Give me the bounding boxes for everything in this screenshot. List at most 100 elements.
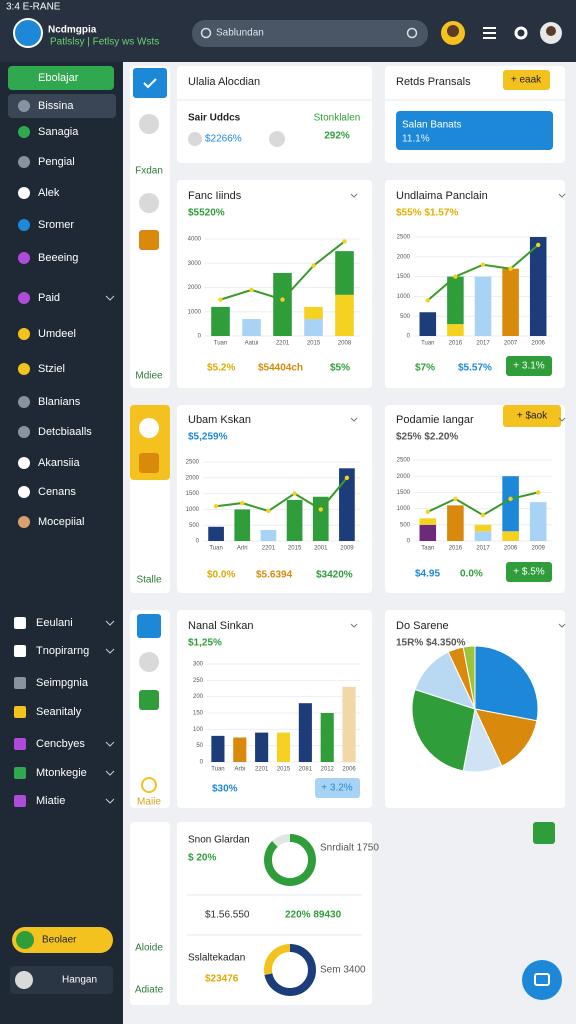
rail-icon[interactable] [137, 614, 161, 638]
rail-card [130, 66, 170, 388]
card-value: $ 20% [188, 853, 216, 864]
donut-segment [264, 834, 316, 886]
nav-icon [14, 706, 26, 718]
box-title: Salan Banats [402, 120, 462, 131]
chevron [105, 295, 115, 301]
line-point [536, 242, 541, 248]
y-tick-label: 3000 [188, 261, 202, 267]
card-title: Ulalia Alocdian [188, 76, 260, 88]
bar [234, 509, 251, 541]
line-point [240, 500, 245, 506]
box-value: 11.1% [402, 134, 430, 145]
nav-icon [14, 795, 26, 807]
card [177, 405, 372, 593]
bar [419, 518, 437, 525]
sidebar-button[interactable] [12, 927, 113, 953]
search-placeholder: Sablundan [216, 28, 264, 39]
nav-icon [18, 396, 30, 408]
app-title: Ncdmgpia [48, 25, 97, 36]
x-tick-label: 2001 [314, 546, 328, 552]
bar [233, 737, 247, 762]
card-title: Sslaltekadan [188, 953, 245, 964]
x-tick-label: 2017 [476, 341, 490, 347]
nav-icon [18, 457, 30, 469]
button[interactable] [315, 778, 360, 798]
nav-icon [18, 486, 30, 498]
y-tick-label: 500 [400, 314, 411, 320]
badge[interactable] [503, 70, 550, 90]
settings-icon[interactable] [514, 26, 528, 40]
card-title: Podamie Iangar [396, 414, 474, 426]
nav-icon [18, 328, 30, 340]
card-title: Snon Glardan [188, 835, 250, 846]
x-tick-label: 2015 [288, 546, 302, 552]
bar [260, 529, 277, 541]
nav-icon [14, 767, 26, 779]
bar [529, 502, 547, 541]
button[interactable] [506, 356, 552, 376]
line-point [425, 509, 430, 515]
pie-slice [474, 645, 539, 722]
x-tick-label: 2016 [449, 341, 463, 347]
y-tick-label: 1000 [397, 506, 411, 512]
card-value: $25% $2.20% [396, 432, 458, 443]
button[interactable] [506, 562, 552, 582]
card-title: Do Sarene [396, 620, 449, 632]
y-tick-label: 2000 [186, 475, 200, 481]
y-tick-label: 1500 [397, 274, 411, 280]
y-tick-label: 500 [400, 522, 411, 528]
search-box[interactable] [192, 20, 428, 47]
card-label: Stonklalen [314, 113, 361, 124]
donut-segment [264, 944, 316, 996]
bar [208, 526, 224, 541]
bar [419, 524, 437, 541]
row-text: 220% 89430 [285, 910, 342, 921]
rail-card [130, 822, 170, 1005]
y-tick-label: 1500 [397, 490, 411, 496]
menu-icon[interactable] [483, 27, 496, 39]
logo [13, 18, 43, 48]
rail-check[interactable] [133, 68, 167, 98]
float-icon[interactable] [533, 822, 555, 844]
avatar-face [447, 25, 459, 37]
rail-label: Mdiee [135, 371, 163, 382]
bar [339, 468, 355, 541]
user-row[interactable] [10, 966, 113, 994]
y-tick-label: 500 [189, 523, 200, 529]
rail-icon [139, 453, 159, 473]
y-tick-label: 2000 [397, 254, 411, 260]
nav-icon [18, 126, 30, 138]
card-sub: $2266% [205, 134, 242, 145]
nav-active[interactable] [8, 66, 114, 90]
sidebar [0, 62, 123, 1024]
app-subtitle: Patlslsy | Fetlsy ws Wsts [50, 37, 159, 48]
nav-item: Sanagia [38, 126, 79, 138]
rail-icon [139, 230, 159, 250]
search-icon [200, 27, 212, 39]
x-tick-label: 2016 [449, 546, 463, 552]
check-icon [143, 78, 157, 89]
search-icon[interactable] [406, 27, 418, 39]
line-point [425, 298, 430, 303]
fab[interactable] [522, 960, 562, 1000]
y-tick-label: 1000 [397, 294, 411, 300]
nav-icon [14, 617, 26, 629]
nav-icon [18, 100, 30, 112]
donut-label: Sem 3400 [320, 965, 366, 976]
badge[interactable] [503, 405, 561, 427]
donut-segment [264, 944, 291, 975]
nav-item: Mtonkegie [36, 767, 87, 779]
card-footer: $5.6394 [256, 570, 293, 581]
button-label: + 3.1% [513, 361, 545, 372]
x-tick-label: 2017 [476, 546, 490, 552]
info-box[interactable] [396, 111, 553, 150]
line-point [218, 297, 223, 302]
nav-hover[interactable] [8, 94, 116, 118]
x-tick-label: 2007 [504, 341, 518, 347]
rail-label: Maiie [137, 797, 161, 808]
y-tick-label: 2000 [188, 285, 202, 291]
x-tick-label: Aatui [245, 341, 259, 347]
nav-item: Blanians [38, 396, 81, 408]
bar [342, 686, 356, 762]
card-value: 15R% $4.350% [396, 638, 466, 649]
